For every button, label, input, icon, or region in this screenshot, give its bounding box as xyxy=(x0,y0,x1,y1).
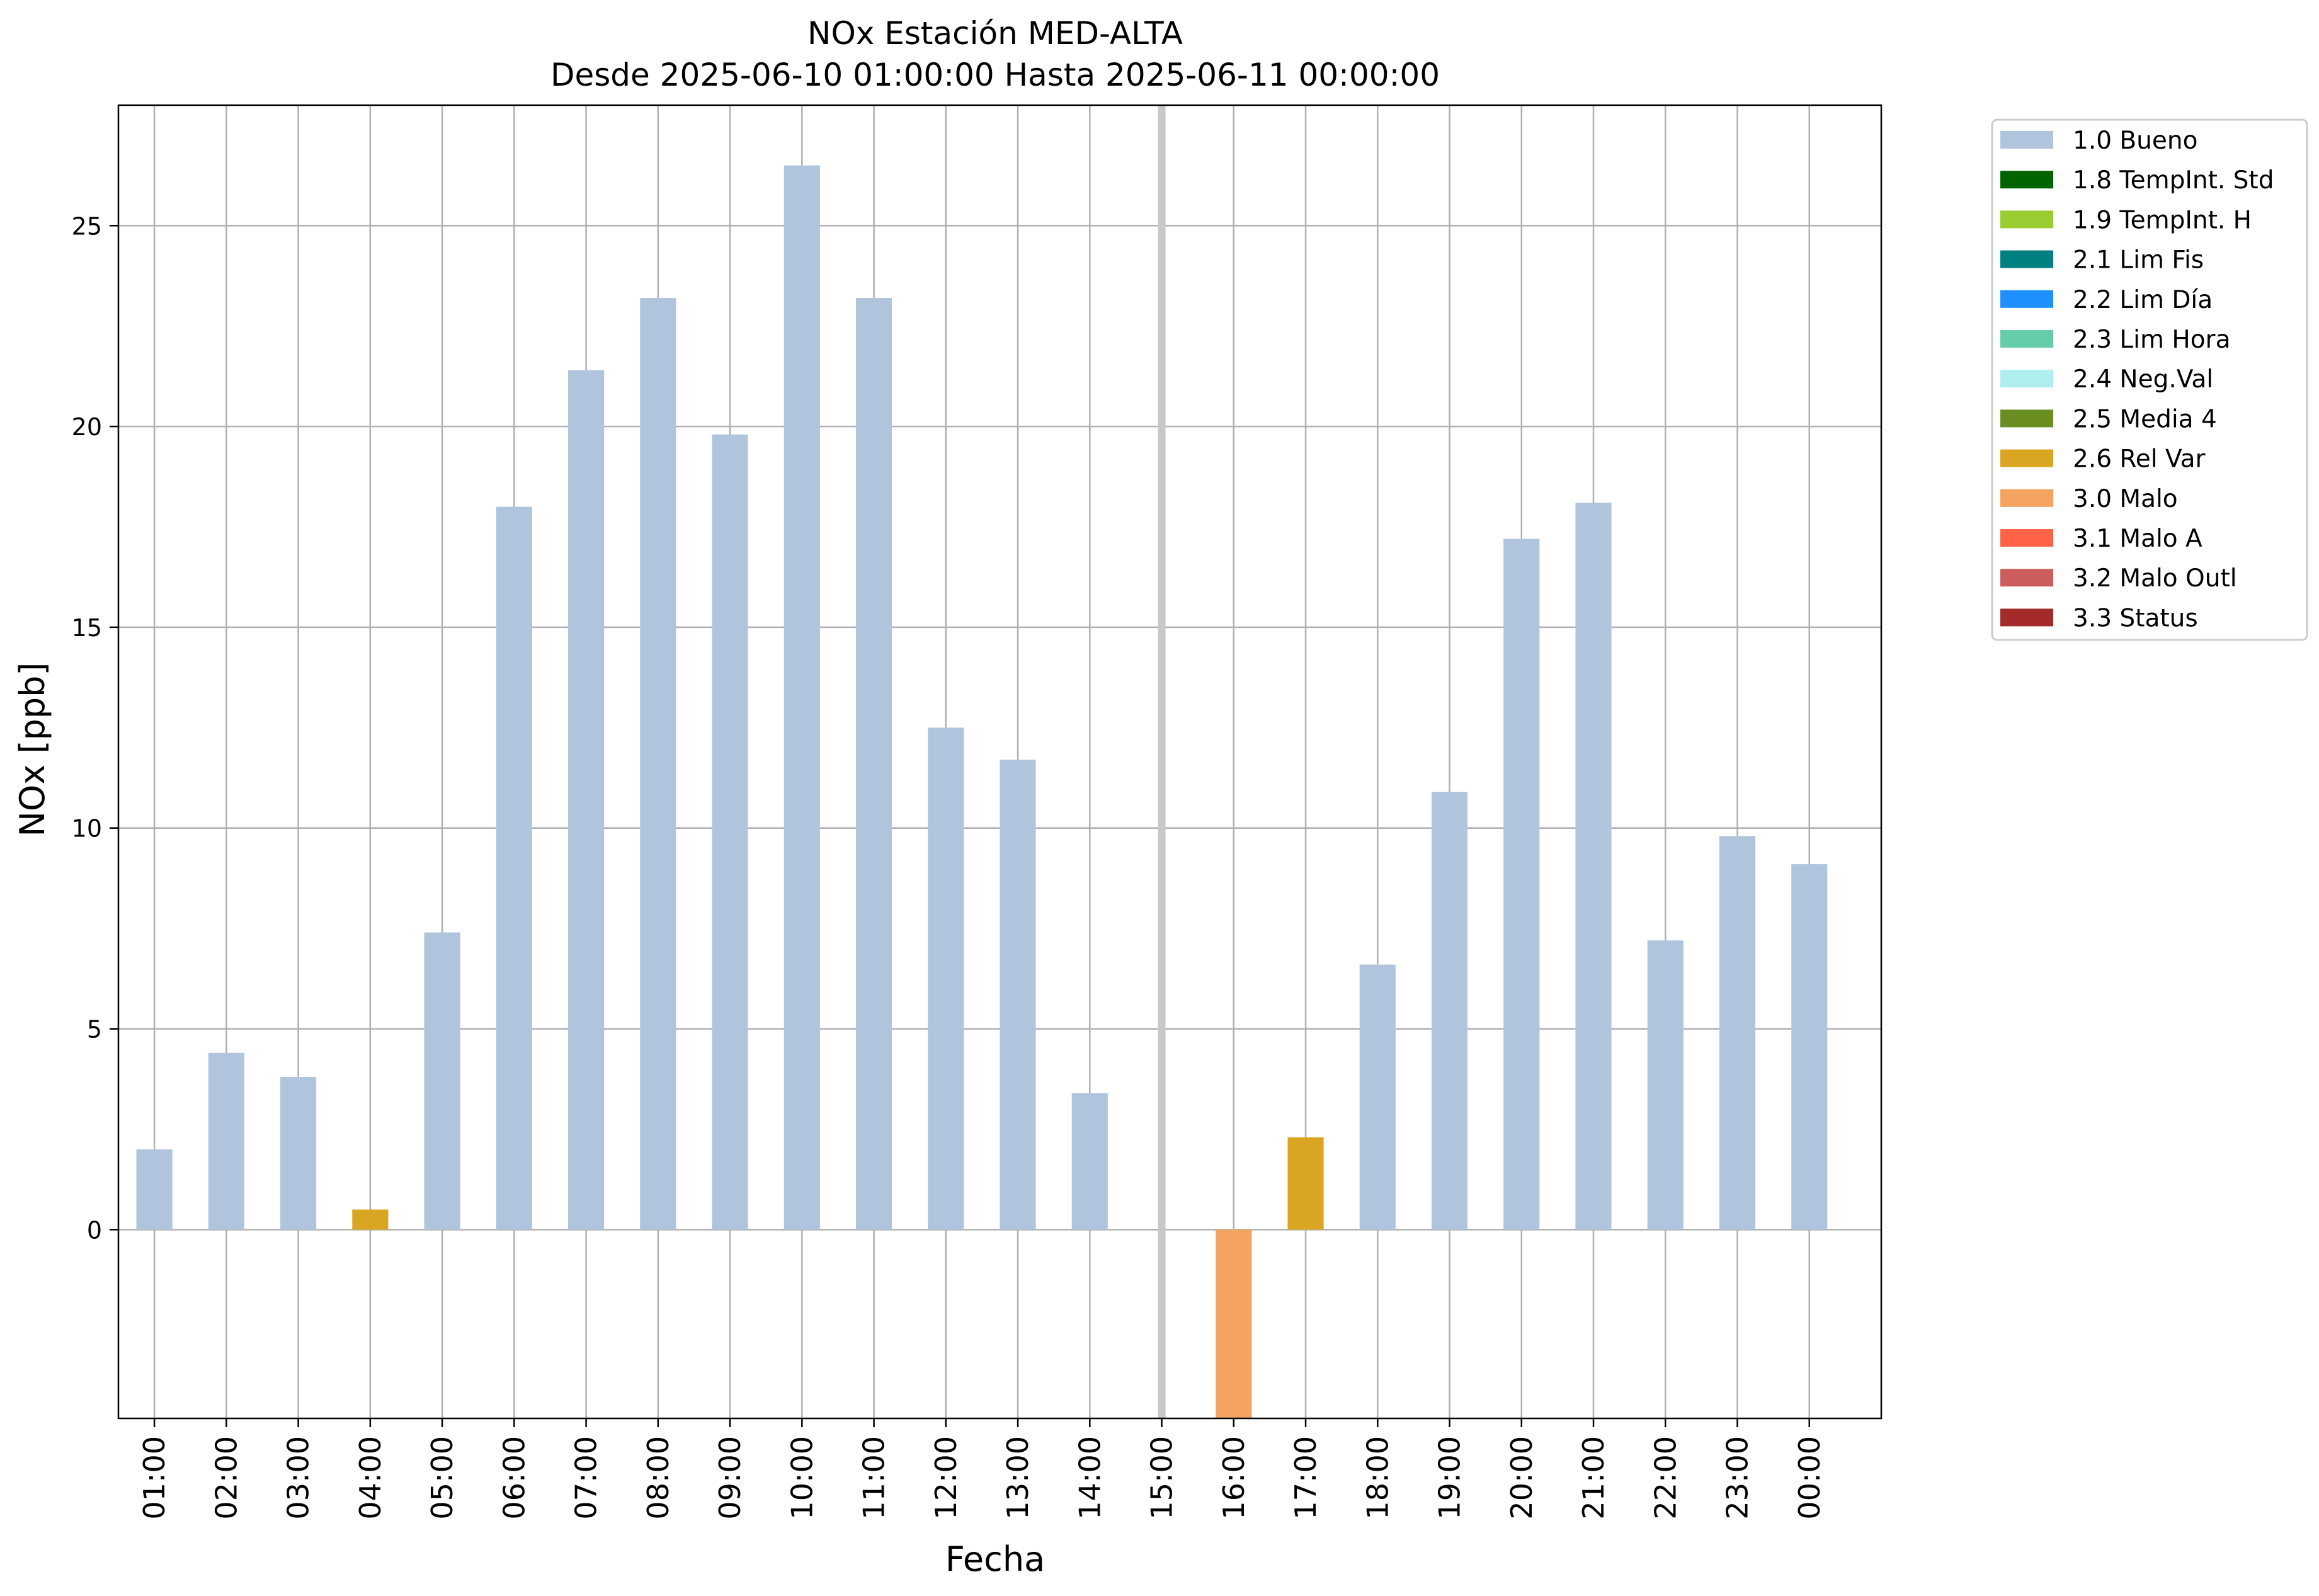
legend-label: 2.2 Lim Día xyxy=(2073,286,2213,314)
bar-1800 xyxy=(1359,964,1396,1230)
legend-label: 3.0 Malo xyxy=(2073,485,2178,513)
plot-frame xyxy=(117,104,1883,1420)
y-tick-label: 0 xyxy=(87,1216,102,1244)
bar-0100 xyxy=(136,1149,173,1230)
x-tick-label: 23:00 xyxy=(1721,1436,1755,1520)
legend-box xyxy=(1991,118,2308,641)
legend-swatch xyxy=(2000,608,2053,627)
bar-1400 xyxy=(1071,1093,1108,1230)
x-tick-label: 16:00 xyxy=(1217,1436,1251,1520)
legend-label: 2.6 Rel Var xyxy=(2073,445,2206,474)
legend-label: 2.3 Lim Hora xyxy=(2073,326,2231,354)
bar-0200 xyxy=(208,1052,244,1230)
legend-swatch xyxy=(2000,330,2053,348)
bar-2100 xyxy=(1575,503,1612,1230)
bars-layer xyxy=(136,165,1828,1418)
x-tick-label: 13:00 xyxy=(1001,1436,1035,1520)
x-tick-label: 21:00 xyxy=(1576,1436,1610,1520)
x-tick-label: 05:00 xyxy=(425,1436,459,1520)
legend-label: 2.5 Media 4 xyxy=(2073,405,2217,433)
y-tick-label: 20 xyxy=(72,413,102,441)
x-tick-label: 04:00 xyxy=(353,1436,387,1520)
y-tick-label: 10 xyxy=(72,815,102,843)
x-tick-label: 17:00 xyxy=(1289,1436,1323,1520)
legend-swatch xyxy=(2000,370,2053,388)
x-axis-ticks: 01:00 02:00 03:00 04:00 05:00 06:00 07:00 08:00… xyxy=(137,1418,1826,1520)
legend-label: 2.1 Lim Fis xyxy=(2073,246,2204,275)
x-tick-label: 12:00 xyxy=(929,1436,963,1520)
x-tick-label: 19:00 xyxy=(1433,1436,1467,1520)
x-axis-label: Fecha xyxy=(945,1539,1045,1579)
legend-label: 3.1 Malo A xyxy=(2073,525,2202,553)
y-tick-label: 5 xyxy=(87,1016,102,1044)
x-tick-label: 06:00 xyxy=(497,1436,531,1520)
bar-1100 xyxy=(856,298,892,1230)
x-tick-label: 22:00 xyxy=(1648,1436,1682,1520)
bar-0800 xyxy=(640,298,676,1230)
x-tick-label: 20:00 xyxy=(1505,1436,1539,1520)
x-tick-label: 14:00 xyxy=(1073,1436,1107,1520)
y-axis-label: NOx [ppb] xyxy=(13,663,52,837)
x-tick-label: 18:00 xyxy=(1360,1436,1394,1520)
bar-0600 xyxy=(496,506,532,1230)
x-tick-label: 08:00 xyxy=(641,1436,675,1520)
legend-label: 1.0 Bueno xyxy=(2073,127,2197,155)
legend-label: 1.8 TempInt. Std xyxy=(2073,166,2274,195)
bar-0900 xyxy=(712,434,748,1230)
legend-swatch xyxy=(2000,449,2053,467)
bar-2300 xyxy=(1719,836,1756,1230)
chart-subtitle: Desde 2025-06-10 01:00:00 Hasta 2025-06-… xyxy=(550,57,1440,93)
bar-0400 xyxy=(352,1209,389,1230)
legend-label: 3.3 Status xyxy=(2073,604,2198,632)
x-tick-label: 10:00 xyxy=(785,1436,819,1520)
bar-0000 xyxy=(1791,864,1828,1230)
legend-swatch xyxy=(2000,290,2053,308)
missing-data-marker xyxy=(1158,105,1166,1418)
legend-label: 2.4 Neg.Val xyxy=(2073,365,2213,394)
bar-1900 xyxy=(1431,792,1468,1230)
bar-1700 xyxy=(1287,1137,1324,1230)
legend: 1.0 Bueno 1.8 TempInt. Std 1.9 TempInt. H 2… xyxy=(1991,118,2308,641)
x-tick-label: 07:00 xyxy=(569,1436,603,1520)
x-tick-label: 09:00 xyxy=(713,1436,747,1520)
bar-2200 xyxy=(1647,940,1684,1230)
bar-2000 xyxy=(1503,539,1540,1230)
legend-label: 3.2 Malo Outl xyxy=(2073,564,2237,593)
bar-1300 xyxy=(1000,760,1036,1230)
legend-label: 1.9 TempInt. H xyxy=(2073,206,2252,234)
bar-1000 xyxy=(783,165,820,1230)
legend-swatch xyxy=(2000,171,2053,189)
x-tick-label: 11:00 xyxy=(857,1436,891,1520)
bar-1600 xyxy=(1216,1229,1252,1418)
chart-title: NOx Estación MED-ALTA xyxy=(807,15,1183,52)
legend-swatch xyxy=(2000,131,2053,149)
bar-0300 xyxy=(280,1077,317,1230)
x-tick-label: 01:00 xyxy=(137,1436,171,1520)
x-tick-label: 03:00 xyxy=(282,1436,316,1520)
x-tick-label: 15:00 xyxy=(1145,1436,1179,1520)
legend-swatch xyxy=(2000,210,2053,229)
x-tick-label: 02:00 xyxy=(209,1436,243,1520)
legend-swatch xyxy=(2000,529,2053,547)
y-tick-label: 25 xyxy=(72,212,102,240)
legend-swatch xyxy=(2000,569,2053,587)
bar-1200 xyxy=(928,727,964,1230)
y-axis-ticks: 0 5 10 15 20 25 xyxy=(72,212,118,1244)
legend-swatch xyxy=(2000,409,2053,428)
x-tick-label: 00:00 xyxy=(1792,1436,1826,1520)
bar-0700 xyxy=(568,370,605,1230)
y-tick-label: 15 xyxy=(72,614,102,642)
legend-swatch xyxy=(2000,250,2053,268)
bar-0500 xyxy=(424,932,460,1230)
legend-swatch xyxy=(2000,489,2053,507)
